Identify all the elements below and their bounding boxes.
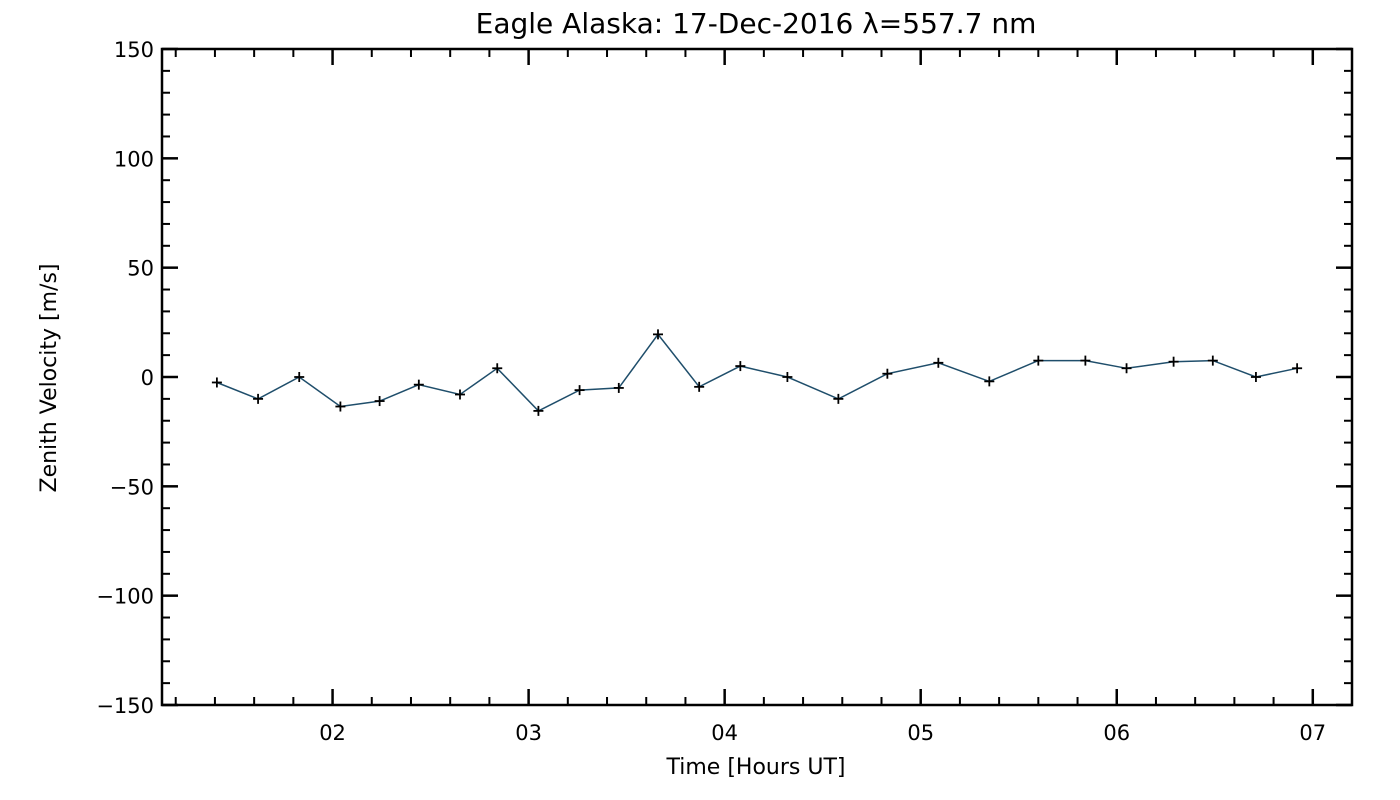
- y-tick-label: 50: [127, 257, 154, 281]
- data-point: [253, 393, 264, 404]
- y-tick-label: 0: [141, 366, 154, 390]
- x-tick-label: 03: [515, 721, 542, 745]
- x-tick-label: 04: [711, 721, 738, 745]
- data-point: [1292, 363, 1303, 374]
- data-point: [782, 372, 793, 382]
- x-tick-label: 07: [1299, 721, 1326, 745]
- data-point: [374, 396, 385, 407]
- data-point: [335, 401, 346, 412]
- data-point: [1121, 363, 1132, 374]
- data-point: [833, 393, 844, 404]
- chart-title: Eagle Alaska: 17-Dec-2016 λ=557.7 nm: [476, 7, 1037, 40]
- data-point: [1207, 355, 1218, 366]
- data-point: [533, 405, 544, 416]
- y-tick-label: 150: [114, 38, 154, 62]
- tick-labels: −150 −100 −50 0 50 100 150 02 03 04 05 06 07: [96, 38, 1326, 745]
- axis-ticks: [162, 47, 1352, 707]
- series-layer: [211, 329, 1303, 416]
- data-point: [294, 372, 305, 382]
- x-tick-label: 02: [319, 721, 346, 745]
- data-point: [1250, 372, 1261, 382]
- plot-frame: [160, 47, 1354, 707]
- y-tick-label: −50: [110, 475, 154, 499]
- data-point: [1080, 355, 1091, 366]
- data-point: [492, 363, 503, 374]
- data-point: [574, 385, 585, 396]
- data-point: [413, 379, 424, 390]
- y-tick-label: −150: [96, 694, 154, 718]
- series-line: [216, 333, 1298, 412]
- x-tick-label: 05: [907, 721, 934, 745]
- data-point: [1033, 355, 1044, 366]
- x-axis-label: Time [Hours UT]: [666, 755, 846, 780]
- data-point: [735, 361, 746, 372]
- y-axis-label: Zenith Velocity [m/s]: [37, 264, 62, 493]
- data-point: [1168, 356, 1179, 367]
- data-point: [211, 377, 222, 388]
- data-point: [694, 381, 705, 392]
- data-point: [933, 357, 944, 368]
- x-tick-label: 06: [1103, 721, 1130, 745]
- data-point: [613, 382, 624, 393]
- y-tick-label: −100: [96, 585, 154, 609]
- data-point: [454, 389, 465, 400]
- data-point: [652, 329, 663, 340]
- data-point: [882, 368, 893, 379]
- data-point: [984, 376, 995, 387]
- y-tick-label: 100: [114, 147, 154, 171]
